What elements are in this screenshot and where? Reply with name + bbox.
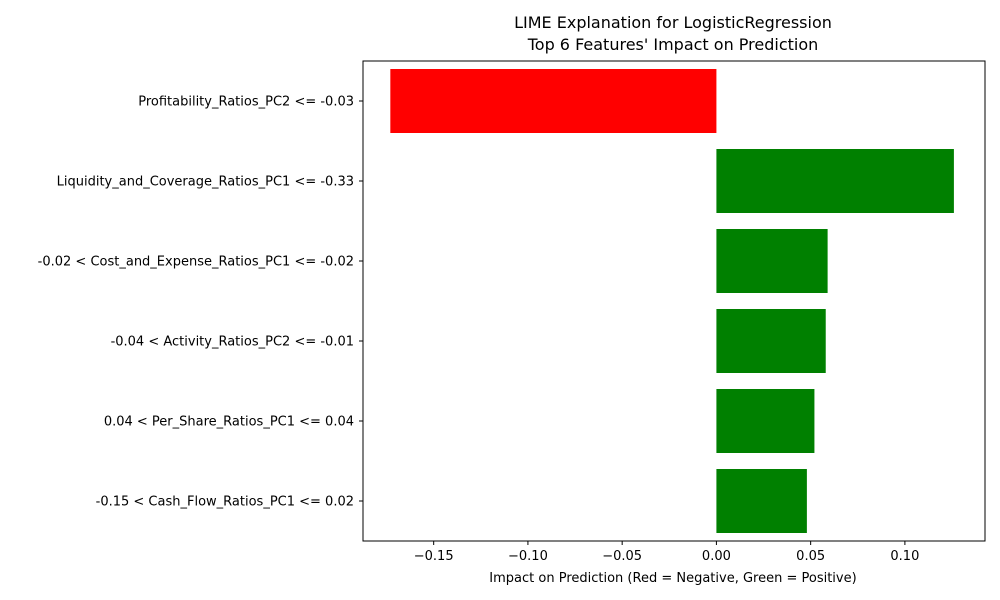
x-tick-label: 0.10 xyxy=(890,549,919,564)
bar xyxy=(716,469,807,533)
x-tick-label: −0.15 xyxy=(414,549,454,564)
x-axis-label: Impact on Prediction (Red = Negative, Gr… xyxy=(489,571,856,586)
bar xyxy=(716,309,826,373)
category-label: Liquidity_and_Coverage_Ratios_PC1 <= -0.… xyxy=(57,175,354,190)
x-ticks-group: −0.15 −0.10 −0.05 0.00 0.05 0.10 xyxy=(414,541,919,564)
bar xyxy=(716,389,815,453)
x-tick-label: −0.10 xyxy=(508,549,548,564)
x-tick-label: −0.05 xyxy=(602,549,642,564)
plot-frame xyxy=(362,60,986,542)
chart-subtitle: Top 6 Features' Impact on Prediction xyxy=(527,35,819,54)
category-label: -0.02 < Cost_and_Expense_Ratios_PC1 <= -… xyxy=(38,255,354,270)
category-labels-group: Profitability_Ratios_PC2 <= -0.03 Liquidi… xyxy=(38,95,363,510)
category-label: -0.15 < Cash_Flow_Ratios_PC1 <= 0.02 xyxy=(96,495,354,510)
x-tick-label: 0.05 xyxy=(796,549,825,564)
chart-title: LIME Explanation for LogisticRegression xyxy=(514,13,832,32)
category-label: Profitability_Ratios_PC2 <= -0.03 xyxy=(138,95,354,110)
bar xyxy=(716,149,954,213)
x-tick-label: 0.00 xyxy=(702,549,731,564)
bar xyxy=(716,229,828,293)
bars-group xyxy=(390,69,954,533)
category-label: 0.04 < Per_Share_Ratios_PC1 <= 0.04 xyxy=(104,415,354,430)
category-label: -0.04 < Activity_Ratios_PC2 <= -0.01 xyxy=(111,335,354,350)
bar xyxy=(390,69,717,133)
